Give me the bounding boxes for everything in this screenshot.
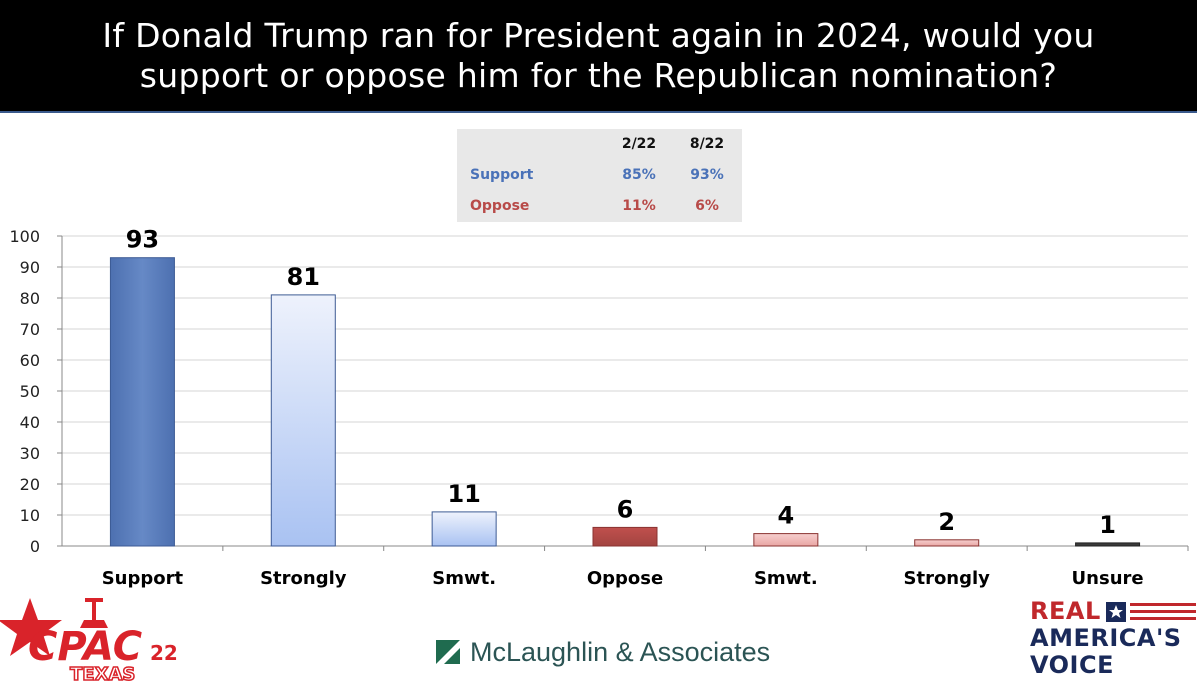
data-label: 93 (126, 226, 159, 254)
bar (1075, 542, 1141, 547)
axis-layer: 0 10 20 30 40 50 60 70 80 90 100 (9, 227, 1189, 556)
y-tick-label: 50 (20, 382, 40, 401)
x-category-label: Support (102, 568, 184, 589)
y-tick-label: 70 (20, 320, 40, 339)
x-category-label: Strongly (260, 568, 347, 589)
data-label: 6 (617, 495, 634, 523)
summary-row-label: Oppose (470, 198, 530, 214)
data-label: 1 (1099, 511, 1116, 539)
x-category-label: Oppose (587, 568, 663, 589)
grid-layer (62, 235, 1188, 547)
bar (592, 526, 658, 547)
svg-text:22: 22 (150, 641, 178, 665)
svg-text:TEXAS: TEXAS (70, 664, 135, 683)
y-tick-label: 80 (20, 289, 40, 308)
flag-icon (1106, 602, 1196, 622)
title-bar: If Donald Trump ran for President again … (0, 0, 1197, 113)
y-tick-label: 0 (30, 537, 40, 556)
cpac-texas-logo: CPAC 22 TEXAS (0, 598, 178, 683)
y-tick-label: 60 (20, 351, 40, 370)
rav-line-3: VOICE (1030, 651, 1114, 679)
x-category-label: Smwt. (432, 568, 496, 589)
chart-title-line-2: support or oppose him for the Republican… (139, 55, 1058, 95)
rav-line-1: REAL (1030, 597, 1101, 625)
summary-row-label: Support (470, 167, 534, 183)
data-label: 4 (778, 502, 795, 530)
bar-layer (109, 257, 1141, 547)
y-tick-label: 90 (20, 258, 40, 277)
y-tick-label: 100 (9, 227, 40, 246)
summary-col-header-b: 8/22 (689, 136, 725, 152)
data-label: 11 (447, 480, 480, 508)
bar (270, 294, 336, 547)
real-americas-voice-logo: REAL AMERICA'S VOICE (1030, 598, 1197, 683)
chart-title-line-1: If Donald Trump ran for President again … (102, 15, 1095, 55)
summary-col-header-a: 2/22 (621, 136, 657, 152)
summary-cell: 85% (622, 167, 656, 183)
bar (431, 511, 497, 547)
summary-cell: 93% (690, 167, 724, 183)
data-label: 2 (938, 508, 955, 536)
data-label: 81 (287, 263, 320, 291)
summary-cell: 6% (695, 198, 719, 214)
x-category-label: Smwt. (754, 568, 818, 589)
x-category-label: Unsure (1072, 568, 1144, 589)
bar (109, 257, 175, 547)
summary-row-oppose: Oppose 11% 6% (457, 191, 742, 222)
pollster-name: McLaughlin & Associates (470, 637, 771, 667)
y-tick-label: 20 (20, 475, 40, 494)
summary-cell: 11% (622, 198, 656, 214)
summary-header-row: 2/22 8/22 (457, 129, 742, 160)
bar (753, 533, 819, 547)
bar (914, 539, 980, 547)
x-category-label: Strongly (904, 568, 991, 589)
svg-text:CPAC: CPAC (28, 624, 142, 670)
summary-table: 2/22 8/22 Support 85% 93% Oppose 11% 6% (457, 129, 742, 222)
rav-line-2: AMERICA'S (1030, 624, 1182, 652)
y-tick-label: 40 (20, 413, 40, 432)
y-tick-label: 30 (20, 444, 40, 463)
y-tick-label: 10 (20, 506, 40, 525)
mclaughlin-logo-icon (436, 640, 460, 664)
bar-chart: 0 10 20 30 40 50 60 70 80 90 100 93 Support 81 Strong… (9, 226, 1189, 589)
summary-row-support: Support 85% 93% (457, 160, 742, 191)
label-layer: 93 Support 81 Strongly 11 Smwt. 6 Oppose 4 Smwt. 2… (102, 226, 1144, 589)
